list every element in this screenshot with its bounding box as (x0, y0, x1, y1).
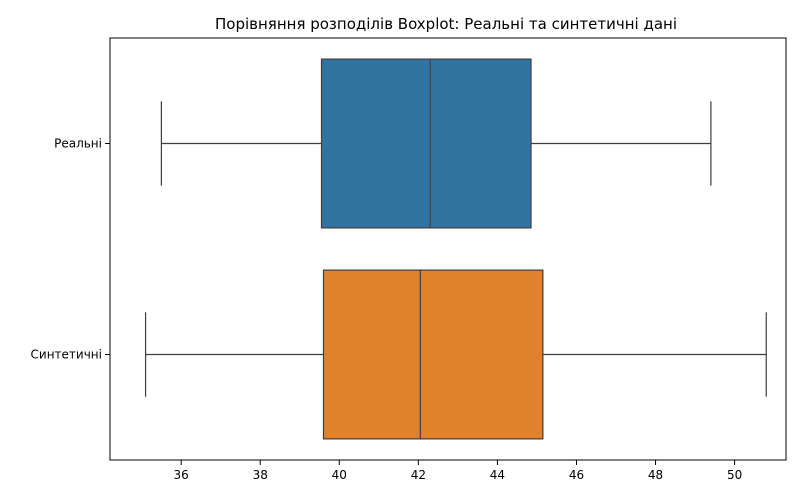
boxplot-series-1 (144, 269, 767, 440)
x-tick-label: 36 (174, 468, 189, 482)
iqr-box (322, 269, 544, 440)
x-tick-label: 42 (411, 468, 426, 482)
y-tick-label: Синтетичні (31, 348, 102, 362)
chart-title: Порівняння розподілів Boxplot: Реальні т… (215, 15, 677, 33)
x-tick-label: 46 (569, 468, 584, 482)
iqr-box (320, 58, 532, 229)
axes-frame (109, 37, 787, 461)
x-tick-label: 48 (648, 468, 663, 482)
plot-area (144, 58, 767, 440)
boxplot-series-0 (160, 58, 712, 229)
axes: Реальні Синтетичні 36 38 40 42 44 46 48 50 (31, 37, 787, 482)
x-tick-label: 44 (490, 468, 505, 482)
x-tick-label: 40 (332, 468, 347, 482)
y-tick-label: Реальні (54, 137, 102, 151)
x-tick-label: 50 (727, 468, 742, 482)
x-tick-label: 38 (253, 468, 268, 482)
